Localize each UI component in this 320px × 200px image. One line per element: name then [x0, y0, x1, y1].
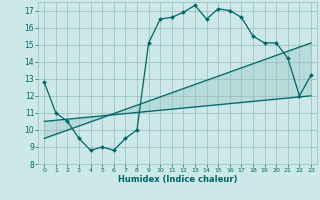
X-axis label: Humidex (Indice chaleur): Humidex (Indice chaleur) [118, 175, 237, 184]
